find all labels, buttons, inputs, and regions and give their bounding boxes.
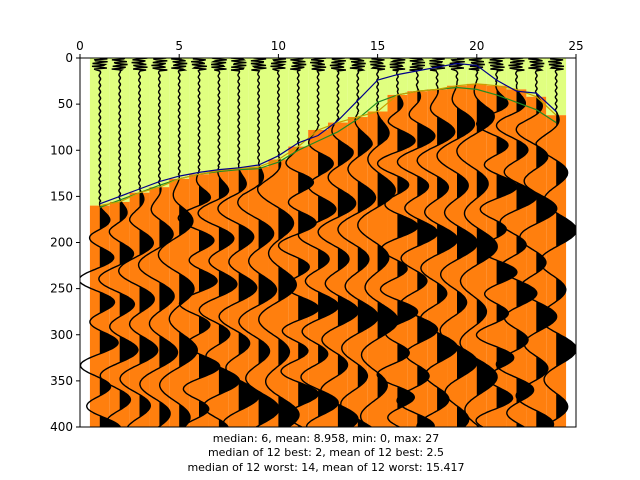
wiggle-traces [80, 58, 576, 427]
trace-20 [456, 58, 498, 427]
x-axis: 0 5 10 15 20 25 [76, 39, 584, 58]
trace-fill-3 [139, 58, 158, 418]
trace-23 [515, 58, 558, 427]
trace-fill-1 [99, 58, 121, 427]
y-tick-label-5: 250 [50, 282, 73, 296]
trace-fill-21 [496, 58, 518, 409]
caption-line-2: median of 12 best: 2, mean of 12 best: 2… [208, 446, 444, 459]
x-tick-label-0: 0 [76, 39, 84, 53]
trace-fill-5 [179, 58, 198, 427]
trace-21 [475, 58, 518, 427]
region-below-picks-17 [407, 91, 428, 427]
trace-fill-22 [516, 58, 537, 427]
y-tick-label-2: 100 [50, 143, 73, 157]
region-below-picks-24 [546, 115, 567, 427]
x-tick-label-1: 5 [175, 39, 183, 53]
trace-18 [416, 58, 459, 427]
y-tick-label-3: 150 [50, 189, 73, 203]
plot-area [80, 58, 576, 427]
trace-fill-8 [238, 58, 260, 412]
trace-fill-24 [556, 59, 576, 420]
y-axis: 0 50 100 150 200 250 300 350 400 [50, 51, 80, 434]
y-tick-label-6: 300 [50, 328, 73, 342]
trace-16 [376, 58, 419, 427]
trace-7 [197, 58, 241, 427]
y-tick-label-4: 200 [50, 236, 73, 250]
region-above-picks-8 [228, 58, 249, 169]
trace-fill-18 [437, 58, 458, 412]
trace-5 [157, 58, 199, 427]
y-tick-label-7: 350 [50, 374, 73, 388]
caption-line-3: median of 12 worst: 14, mean of 12 worst… [187, 461, 464, 474]
trace-22 [495, 58, 538, 427]
trace-2 [98, 58, 139, 427]
region-below-picks-12 [308, 129, 328, 427]
y-tick-label-1: 50 [58, 97, 73, 111]
region-below-picks-4 [149, 187, 170, 427]
x-tick-label-2: 10 [271, 39, 286, 53]
trace-3 [117, 58, 159, 427]
y-tick-label-8: 400 [50, 420, 73, 434]
trace-17 [396, 58, 439, 427]
trace-fill-15 [377, 59, 399, 399]
trace-fill-7 [218, 59, 240, 427]
first-break-picks-line [99, 83, 557, 207]
y-tick-label-0: 0 [65, 51, 73, 65]
trace-fill-4 [159, 58, 178, 427]
x-tick-label-3: 15 [370, 39, 385, 53]
trace-15 [357, 58, 399, 427]
x-tick-label-4: 20 [469, 39, 484, 53]
trace-13 [317, 58, 360, 427]
trace-6 [177, 58, 221, 427]
trace-fill-11 [298, 58, 319, 427]
trace-12 [297, 58, 340, 427]
caption-line-1: median: 6, mean: 8.958, min: 0, max: 27 [213, 432, 439, 445]
trace-24 [535, 58, 576, 427]
trace-11 [277, 58, 320, 427]
trace-9 [237, 58, 280, 427]
trace-14 [337, 58, 379, 427]
trace-fill-19 [457, 58, 478, 427]
region-above-picks-9 [248, 58, 269, 167]
region-below-picks-6 [189, 174, 209, 427]
upper-bound-curve [99, 62, 557, 205]
trace-8 [217, 58, 261, 427]
region-above-picks-3 [129, 58, 150, 193]
x-tick-label-5: 25 [568, 39, 583, 53]
trace-10 [257, 58, 300, 427]
trace-fill-14 [357, 58, 379, 427]
pick-curves [99, 62, 557, 208]
trace-fill-6 [199, 59, 220, 418]
trace-fill-13 [337, 58, 359, 427]
